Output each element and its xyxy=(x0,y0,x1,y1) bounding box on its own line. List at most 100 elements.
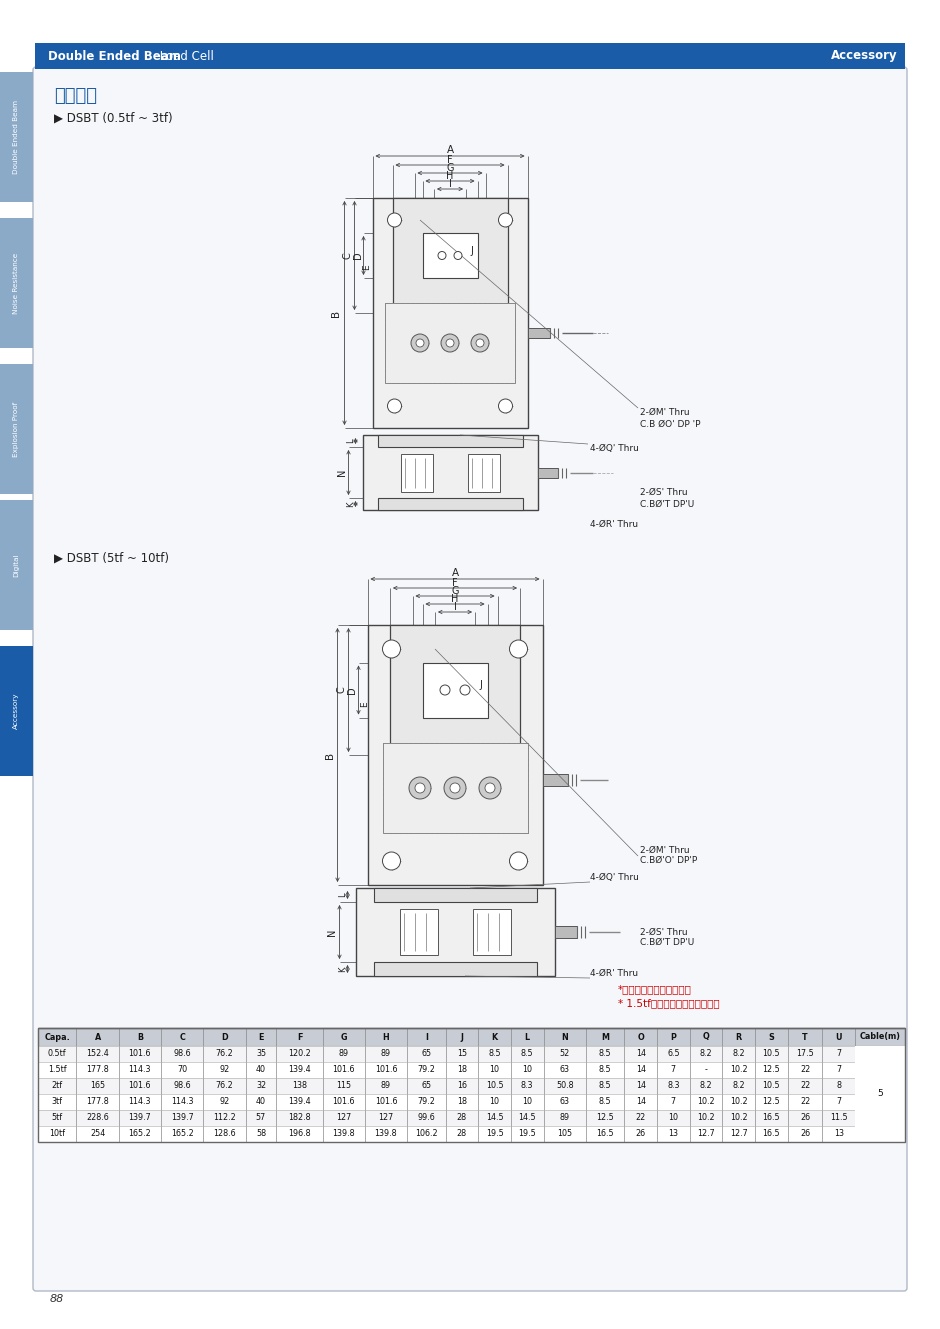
Text: Explosion Proof: Explosion Proof xyxy=(13,401,19,457)
Text: 10.5: 10.5 xyxy=(762,1082,780,1091)
Text: 16.5: 16.5 xyxy=(762,1130,780,1139)
Text: 1.5tf: 1.5tf xyxy=(48,1066,67,1075)
Text: 58: 58 xyxy=(256,1130,266,1139)
Bar xyxy=(38,1110,905,1126)
Text: H: H xyxy=(383,1033,389,1042)
Text: 12.5: 12.5 xyxy=(596,1114,614,1123)
Text: 3tf: 3tf xyxy=(52,1098,63,1107)
Text: Noise Resistance: Noise Resistance xyxy=(13,253,19,314)
Circle shape xyxy=(460,684,470,695)
Circle shape xyxy=(485,783,495,793)
Text: 98.6: 98.6 xyxy=(173,1082,191,1091)
Bar xyxy=(368,625,542,885)
Text: 115: 115 xyxy=(337,1082,352,1091)
Bar xyxy=(538,468,557,477)
Text: R: R xyxy=(736,1033,742,1042)
Text: 57: 57 xyxy=(256,1114,266,1123)
Text: C: C xyxy=(342,253,352,259)
Bar xyxy=(38,1029,905,1142)
Text: 10: 10 xyxy=(668,1114,679,1123)
Text: 127: 127 xyxy=(336,1114,352,1123)
Text: 16.5: 16.5 xyxy=(762,1114,780,1123)
Text: 2-ØM' Thru: 2-ØM' Thru xyxy=(640,408,690,417)
Text: 101.6: 101.6 xyxy=(333,1098,355,1107)
Text: Accessory: Accessory xyxy=(831,49,898,62)
Text: 177.8: 177.8 xyxy=(86,1098,109,1107)
Text: 4-ØR' Thru: 4-ØR' Thru xyxy=(590,520,638,529)
Text: C.BØ'T DP'U: C.BØ'T DP'U xyxy=(640,500,695,509)
Text: 14.5: 14.5 xyxy=(486,1114,504,1123)
Text: 138: 138 xyxy=(292,1082,307,1091)
Text: 165: 165 xyxy=(90,1082,105,1091)
Text: Digital: Digital xyxy=(13,553,19,577)
Text: 7: 7 xyxy=(671,1066,676,1075)
Text: K: K xyxy=(338,966,347,971)
Text: 附件尺寸: 附件尺寸 xyxy=(54,86,97,105)
Text: E: E xyxy=(258,1033,264,1042)
Text: H: H xyxy=(446,171,454,181)
Text: F: F xyxy=(447,155,453,165)
Text: 10.2: 10.2 xyxy=(729,1098,747,1107)
Text: 7: 7 xyxy=(836,1066,841,1075)
Text: 8.2: 8.2 xyxy=(732,1082,745,1091)
Text: 10: 10 xyxy=(490,1098,499,1107)
Text: 10.2: 10.2 xyxy=(697,1114,714,1123)
Text: 2-ØS' Thru: 2-ØS' Thru xyxy=(640,928,688,937)
Text: 16: 16 xyxy=(457,1082,467,1091)
Circle shape xyxy=(446,339,454,347)
Text: 13: 13 xyxy=(668,1130,679,1139)
Text: B: B xyxy=(332,310,341,316)
Text: I: I xyxy=(454,602,457,611)
Text: 4-ØQ' Thru: 4-ØQ' Thru xyxy=(590,873,639,882)
Text: 6.5: 6.5 xyxy=(667,1050,680,1058)
Circle shape xyxy=(479,777,501,799)
Text: 40: 40 xyxy=(256,1066,266,1075)
Text: 10.2: 10.2 xyxy=(697,1098,714,1107)
Text: 40: 40 xyxy=(256,1098,266,1107)
Text: C.BØ'O' DP'P: C.BØ'O' DP'P xyxy=(640,856,697,865)
Text: E: E xyxy=(362,264,371,270)
Text: 139.7: 139.7 xyxy=(171,1114,194,1123)
Circle shape xyxy=(409,777,431,799)
Text: 63: 63 xyxy=(559,1098,570,1107)
Text: 7: 7 xyxy=(836,1098,841,1107)
Text: 89: 89 xyxy=(381,1050,391,1058)
Text: 7: 7 xyxy=(836,1050,841,1058)
Bar xyxy=(555,926,576,938)
Text: 14: 14 xyxy=(635,1082,646,1091)
Text: 139.7: 139.7 xyxy=(129,1114,151,1123)
Text: H: H xyxy=(451,594,459,603)
Text: 4-ØR' Thru: 4-ØR' Thru xyxy=(590,969,638,978)
Text: 14: 14 xyxy=(635,1050,646,1058)
Text: 8.5: 8.5 xyxy=(599,1098,611,1107)
Text: J: J xyxy=(471,246,474,256)
Text: 28: 28 xyxy=(457,1130,467,1139)
Text: 228.6: 228.6 xyxy=(86,1114,109,1123)
Text: A: A xyxy=(94,1033,101,1042)
Circle shape xyxy=(444,777,466,799)
Text: 99.6: 99.6 xyxy=(417,1114,435,1123)
Circle shape xyxy=(387,213,401,227)
Text: 196.8: 196.8 xyxy=(289,1130,311,1139)
Text: 5: 5 xyxy=(877,1090,883,1099)
Text: P: P xyxy=(670,1033,676,1042)
Text: 12.5: 12.5 xyxy=(762,1066,780,1075)
Bar xyxy=(385,303,515,383)
Text: 98.6: 98.6 xyxy=(173,1050,191,1058)
Text: 19.5: 19.5 xyxy=(518,1130,536,1139)
Text: Accessory: Accessory xyxy=(13,692,19,730)
Text: 8.5: 8.5 xyxy=(488,1050,501,1058)
Text: 12.5: 12.5 xyxy=(762,1098,780,1107)
Text: K: K xyxy=(492,1033,497,1042)
Text: 114.3: 114.3 xyxy=(171,1098,194,1107)
Text: 4-ØQ' Thru: 4-ØQ' Thru xyxy=(590,444,639,453)
Text: 89: 89 xyxy=(559,1114,570,1123)
Text: 79.2: 79.2 xyxy=(417,1066,435,1075)
Circle shape xyxy=(471,334,489,352)
Text: F: F xyxy=(452,578,458,587)
Circle shape xyxy=(416,339,424,347)
Text: 14.5: 14.5 xyxy=(519,1114,536,1123)
Text: 10.5: 10.5 xyxy=(486,1082,504,1091)
Bar xyxy=(0,646,33,776)
Text: 114.3: 114.3 xyxy=(129,1098,151,1107)
